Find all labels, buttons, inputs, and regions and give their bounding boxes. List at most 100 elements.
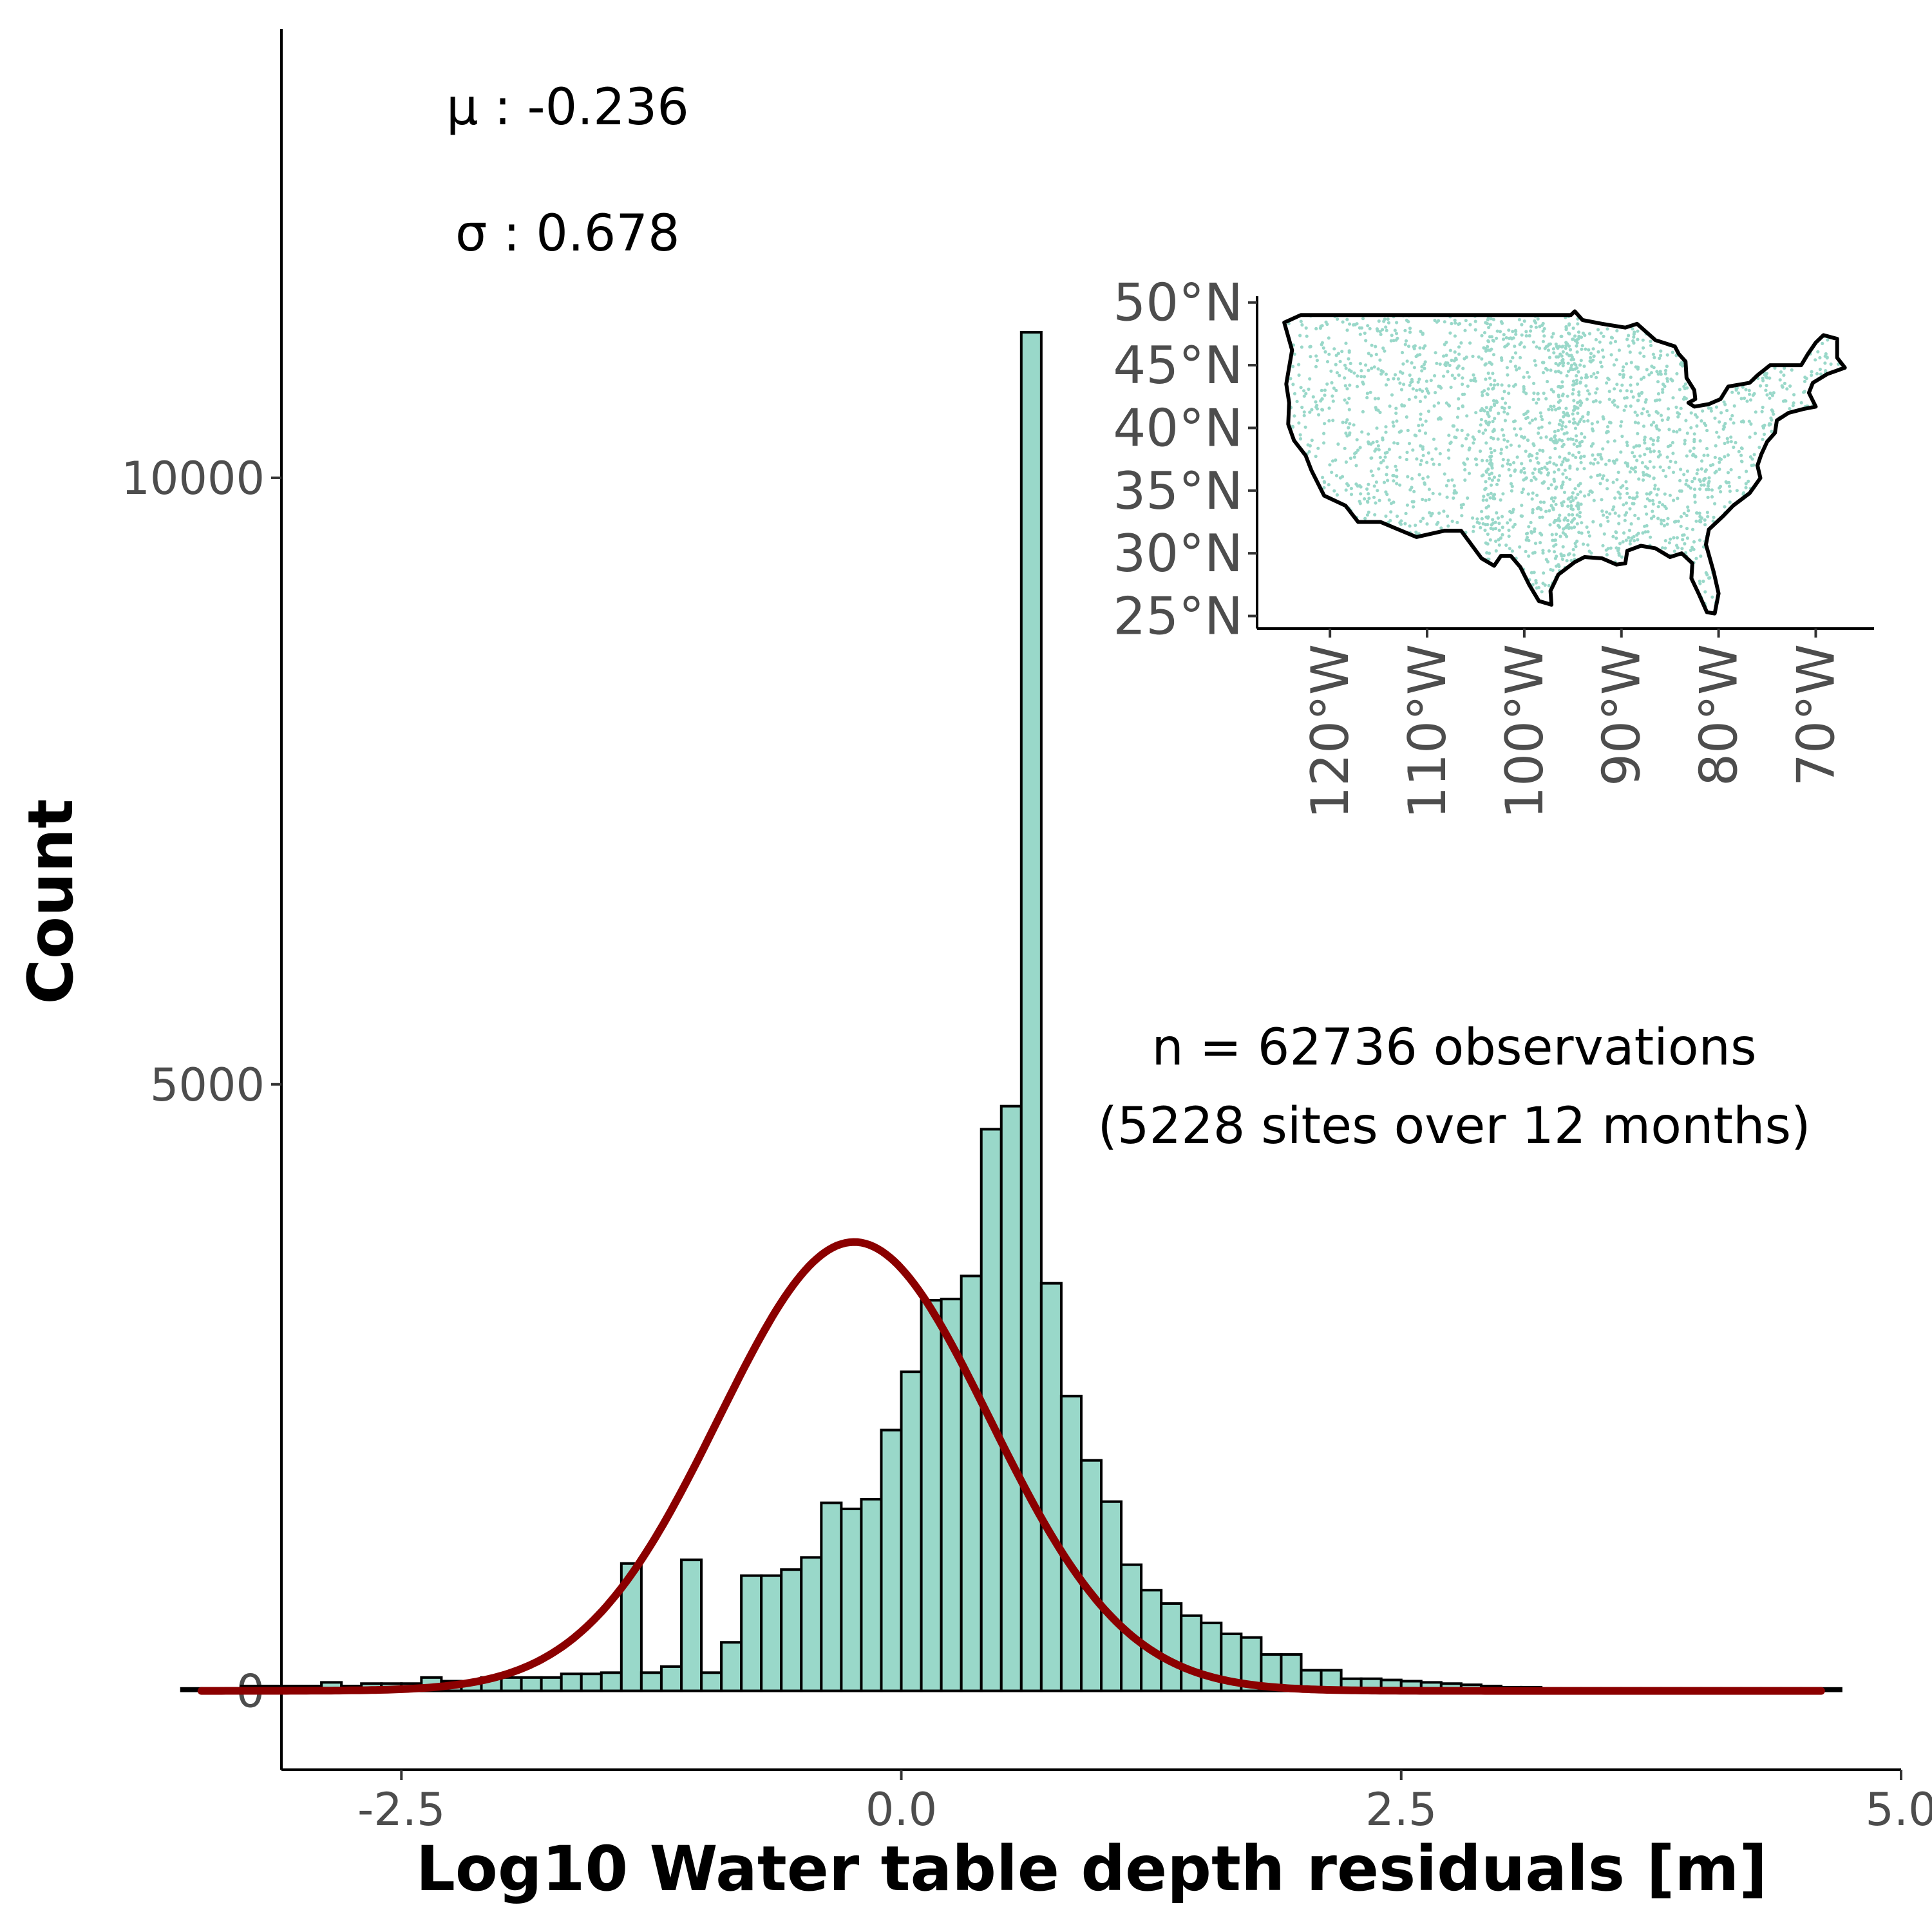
site-point [1347, 426, 1350, 430]
site-point [1689, 486, 1692, 490]
site-point [1594, 337, 1598, 342]
site-point [1754, 348, 1758, 352]
site-point [1327, 352, 1331, 356]
site-point [1450, 374, 1454, 377]
site-point [1410, 361, 1414, 365]
site-point [1584, 567, 1587, 571]
site-point [1558, 386, 1562, 390]
site-point [1652, 421, 1656, 424]
site-point [1377, 319, 1381, 323]
site-point [1401, 362, 1405, 366]
site-point [1376, 489, 1379, 493]
site-point [1284, 511, 1287, 516]
site-point [1492, 569, 1496, 573]
site-point [1822, 486, 1826, 489]
site-point [1394, 338, 1398, 342]
site-point [1791, 509, 1795, 513]
site-point [1714, 391, 1718, 395]
site-point [1725, 547, 1728, 551]
site-point [1520, 462, 1524, 466]
us-outline [1282, 309, 1847, 616]
site-point [1578, 601, 1582, 605]
site-point [1540, 361, 1545, 365]
site-point [1578, 444, 1582, 448]
site-point [1530, 571, 1533, 574]
site-point [1340, 520, 1344, 524]
site-point [1404, 511, 1408, 516]
site-point [1395, 515, 1399, 518]
site-point [1624, 511, 1629, 515]
site-point [1665, 588, 1669, 592]
site-point [1574, 596, 1578, 600]
site-point [1730, 390, 1734, 394]
site-point [1633, 594, 1637, 598]
site-point [1797, 584, 1801, 588]
site-point [1681, 598, 1685, 602]
site-point [1695, 415, 1699, 419]
site-point [1427, 488, 1431, 491]
site-point [1429, 379, 1433, 383]
site-point [1837, 582, 1841, 586]
site-point [1727, 560, 1730, 565]
site-point [1363, 497, 1367, 501]
site-point [1489, 447, 1493, 451]
site-point [1623, 518, 1627, 522]
site-point [1685, 536, 1689, 540]
site-point [1291, 464, 1295, 468]
site-point [1808, 548, 1812, 552]
site-point [1298, 433, 1302, 437]
inset-lon-tick-label: 120°W [1300, 644, 1360, 819]
site-point [1628, 350, 1632, 354]
histogram-bar [520, 1676, 543, 1692]
site-point [1729, 566, 1733, 570]
site-point [1723, 455, 1727, 459]
site-point [1655, 493, 1659, 497]
site-point [1373, 513, 1377, 516]
site-point [1337, 529, 1341, 533]
site-point [1632, 341, 1636, 345]
site-point [1790, 479, 1794, 483]
site-point [1636, 516, 1640, 520]
site-point [1561, 578, 1565, 582]
site-point [1546, 473, 1550, 477]
site-point [1497, 478, 1501, 482]
site-point [1403, 343, 1407, 346]
site-point [1658, 398, 1662, 402]
site-point [1539, 411, 1542, 415]
site-point [1839, 390, 1842, 393]
inset-lat-tick-label: 50°N [1113, 273, 1243, 333]
site-point [1620, 603, 1624, 607]
site-point [1323, 388, 1327, 392]
site-point [1770, 534, 1774, 538]
site-point [1827, 404, 1831, 408]
site-point [1518, 343, 1522, 346]
site-point [1636, 337, 1640, 341]
site-point [1376, 367, 1380, 371]
site-point [1812, 462, 1815, 466]
site-point [1418, 353, 1422, 357]
site-point [1687, 346, 1692, 350]
site-point [1605, 591, 1609, 595]
site-point [1379, 332, 1383, 336]
site-point [1768, 554, 1772, 558]
site-point [1568, 477, 1572, 481]
site-point [1322, 480, 1326, 484]
site-point [1797, 562, 1801, 566]
site-point [1629, 466, 1633, 470]
site-point [1497, 522, 1501, 526]
site-point [1488, 335, 1492, 339]
site-point [1689, 548, 1692, 553]
site-point [1562, 490, 1567, 495]
site-point [1762, 432, 1766, 437]
site-point [1658, 569, 1662, 573]
site-point [1709, 376, 1712, 380]
site-point [1714, 348, 1718, 352]
site-point [1794, 345, 1798, 348]
site-point [1615, 358, 1618, 362]
site-point [1384, 383, 1388, 387]
site-point [1481, 393, 1484, 397]
site-point [1632, 335, 1636, 339]
site-point [1792, 437, 1796, 441]
site-point [1714, 444, 1718, 448]
site-point [1642, 346, 1645, 350]
